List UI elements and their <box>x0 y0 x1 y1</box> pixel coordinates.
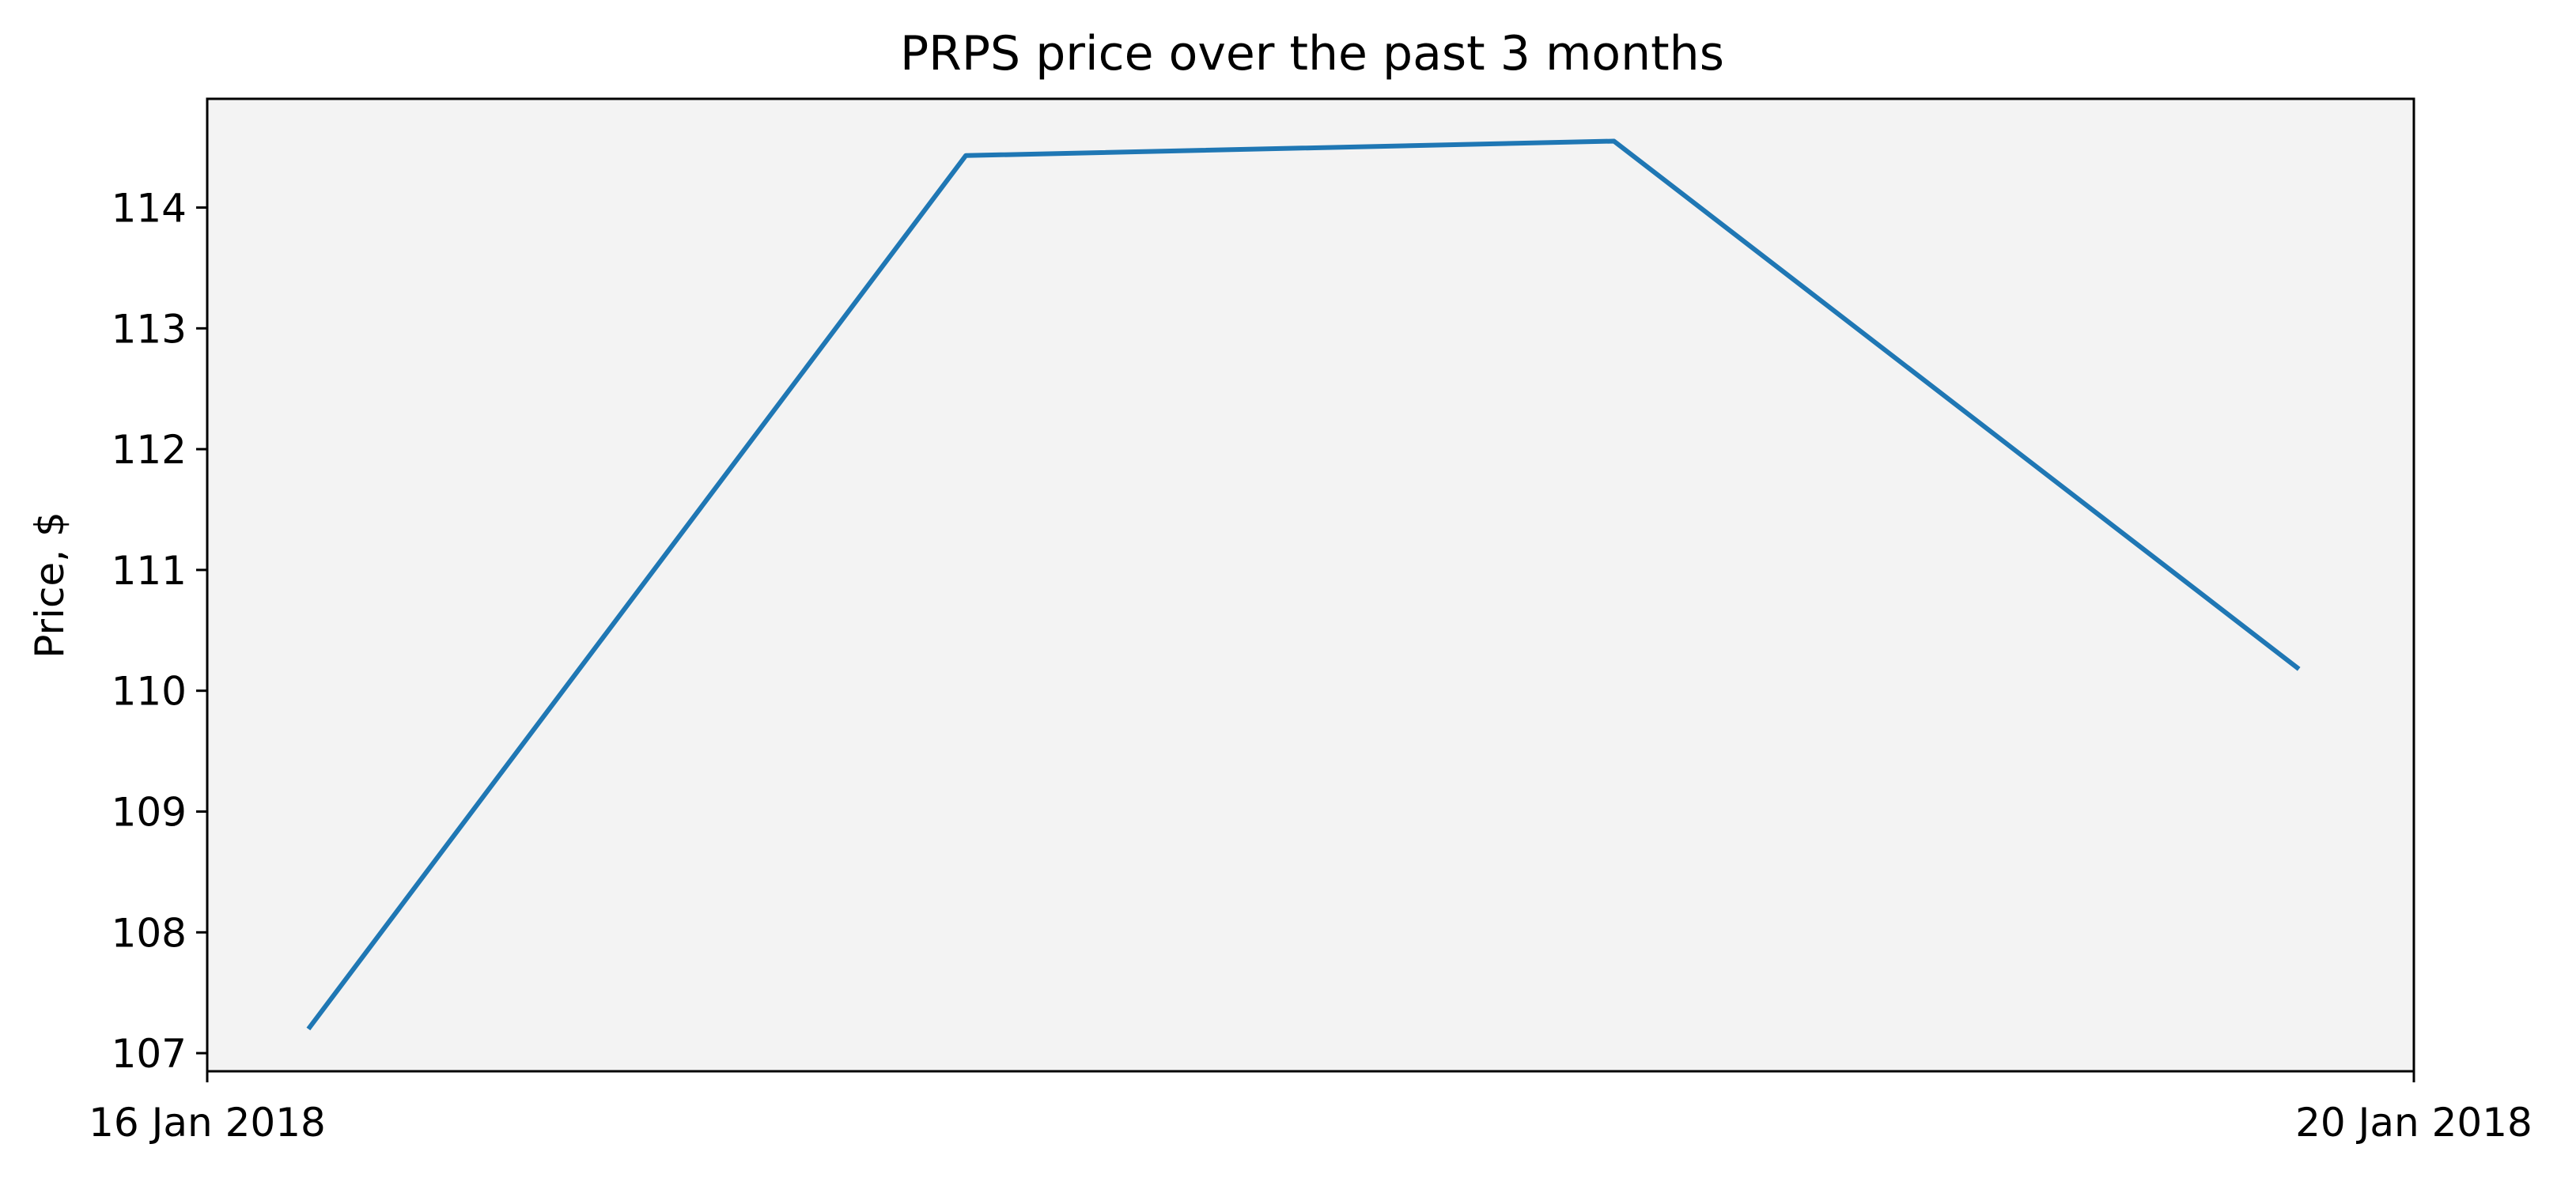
series-layer <box>306 138 2301 1031</box>
y-axis-label: Price, $ <box>27 512 73 659</box>
y-tick-label: 113 <box>112 306 187 352</box>
y-tick-label: 114 <box>112 186 187 232</box>
x-tick-label: 16 Jan 2018 <box>89 1100 326 1146</box>
x-tick-label: 20 Jan 2018 <box>2295 1100 2532 1146</box>
plot-area <box>207 99 2414 1071</box>
plot-frame <box>206 97 2415 1073</box>
y-axis-ticks: 107 108 109 110 111 112 113 114 <box>112 186 207 1077</box>
series-line <box>306 138 2301 1031</box>
chart-title: PRPS price over the past 3 months <box>900 26 1724 81</box>
y-tick-label: 109 <box>112 789 187 835</box>
y-tick-label: 108 <box>112 910 187 956</box>
y-tick-label: 110 <box>112 669 187 715</box>
y-tick-label: 112 <box>112 427 187 473</box>
y-tick-label: 107 <box>112 1031 187 1077</box>
x-axis-ticks: 16 Jan 2018 20 Jan 2018 <box>89 1071 2532 1146</box>
y-tick-label: 111 <box>112 548 187 594</box>
